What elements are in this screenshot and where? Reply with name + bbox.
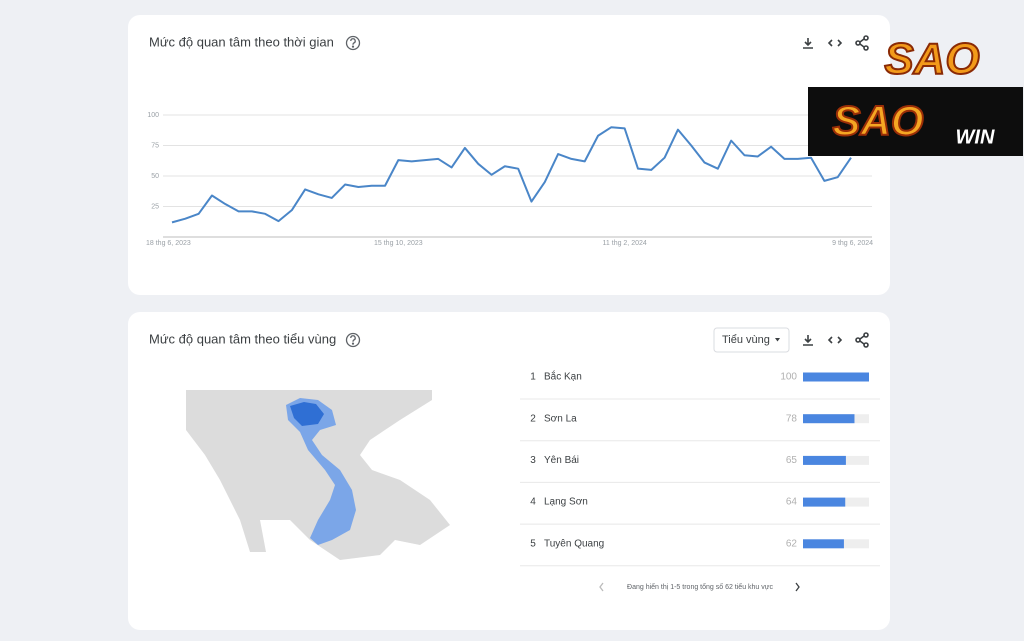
bar xyxy=(803,497,846,507)
pagination-label: Đang hiển thị 1-5 trong tổng số 62 tiểu … xyxy=(627,582,773,591)
rank: 3 xyxy=(530,455,536,466)
x-tick-label: 18 thg 6, 2023 xyxy=(146,240,191,247)
region-name: Tuyên Quang xyxy=(544,538,604,549)
y-tick-label: 75 xyxy=(151,142,159,149)
region-name: Sơn La xyxy=(544,413,577,424)
logo-text: SAO xyxy=(884,35,979,84)
next-button[interactable] xyxy=(795,582,800,592)
card-title: Mức độ quan tâm theo tiểu vùng xyxy=(149,331,336,346)
share-button[interactable] xyxy=(855,332,869,348)
rank: 4 xyxy=(530,497,536,508)
region-name: Bắc Kạn xyxy=(544,370,582,383)
x-tick-label: 9 thg 6, 2024 xyxy=(832,240,873,247)
embed-button[interactable] xyxy=(827,336,843,344)
y-tick-label: 100 xyxy=(147,112,159,119)
x-tick-label: 15 thg 10, 2023 xyxy=(374,240,423,247)
logo-text: SAO xyxy=(832,97,923,144)
region-name: Lạng Sơn xyxy=(544,497,588,508)
pagination: Đang hiển thị 1-5 trong tổng số 62 tiểu … xyxy=(599,582,800,592)
card-title: Mức độ quan tâm theo thời gian xyxy=(149,34,334,49)
bar xyxy=(803,372,869,382)
region-value: 78 xyxy=(786,413,798,424)
download-button[interactable] xyxy=(803,38,813,49)
region-value: 64 xyxy=(786,497,798,508)
toolbar xyxy=(803,332,869,348)
line-chart: 25 50 75 100 18 thg 6, 2023 15 thg 10, 2023 11… xyxy=(146,112,873,247)
dropdown-label: Tiểu vùng xyxy=(722,334,770,346)
region-value: 65 xyxy=(786,455,798,466)
help-icon[interactable] xyxy=(345,332,361,348)
trend-line xyxy=(171,126,852,224)
bar xyxy=(803,539,844,549)
share-button[interactable] xyxy=(855,35,869,51)
logo-text: WIN xyxy=(956,126,995,148)
map xyxy=(186,390,450,560)
bar xyxy=(803,414,855,424)
dropdown-caret xyxy=(775,338,780,342)
region-table: 1 Bắc Kạn 100 2 Sơn La 78 3 Yên Bái 65 4 Lạng Sơn 6… xyxy=(520,370,880,567)
help-icon[interactable] xyxy=(345,35,361,51)
y-tick-label: 50 xyxy=(151,173,159,180)
toolbar xyxy=(803,35,869,51)
rank: 2 xyxy=(530,413,536,424)
region-name: Yên Bái xyxy=(544,455,579,466)
region-value: 100 xyxy=(780,372,797,383)
download-button[interactable] xyxy=(803,335,813,346)
embed-button[interactable] xyxy=(827,39,843,47)
y-tick-label: 25 xyxy=(151,203,159,210)
card xyxy=(128,15,890,295)
bar xyxy=(803,455,846,465)
logo-box xyxy=(808,87,1023,156)
rank: 1 xyxy=(530,372,536,383)
dropdown[interactable]: Tiểu vùng xyxy=(713,327,790,353)
region-value: 62 xyxy=(786,538,798,549)
x-tick-label: 11 thg 2, 2024 xyxy=(603,240,647,247)
rank: 5 xyxy=(530,538,536,549)
prev-button[interactable] xyxy=(599,582,604,592)
watermark: SAO SAO WIN xyxy=(808,34,1023,156)
